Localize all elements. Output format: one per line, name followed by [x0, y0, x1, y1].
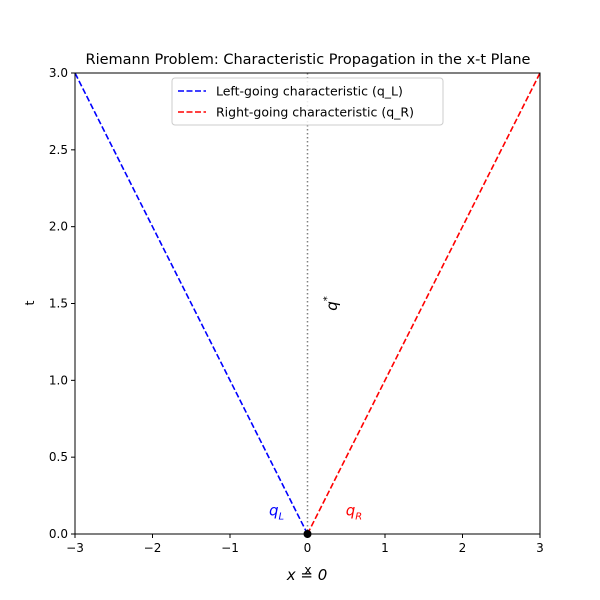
y-axis-label: t — [22, 300, 37, 305]
x-tick-label: −1 — [221, 541, 239, 555]
annotation-q-star: q* — [322, 296, 341, 311]
y-tick-label: 2.0 — [49, 220, 68, 234]
y-tick-label: 1.0 — [49, 373, 68, 387]
annotation-q-left: qL — [269, 502, 284, 523]
legend-entry-right: Right-going characteristic (q_R) — [216, 105, 414, 120]
y-tick-label: 2.5 — [49, 143, 68, 157]
x-tick-label: 2 — [459, 541, 467, 555]
series-line-left — [74, 72, 309, 535]
x-tick-label: −3 — [66, 541, 84, 555]
y-tick-label: 1.5 — [49, 297, 68, 311]
origin-position-label: x = 0 — [286, 566, 328, 584]
y-tick-label: 0.0 — [49, 527, 68, 541]
x-tick-label: −2 — [144, 541, 162, 555]
y-tick-label: 3.0 — [49, 66, 68, 80]
y-tick-label: 0.5 — [49, 450, 68, 464]
series-line-right — [306, 72, 541, 535]
x-tick-label: 1 — [381, 541, 389, 555]
legend-box — [171, 77, 444, 126]
annotation-q-right: qR — [346, 502, 362, 523]
chart-title: Riemann Problem: Characteristic Propagat… — [86, 52, 531, 68]
x-tick-label: 0 — [304, 541, 312, 555]
legend: Left-going characteristic (q_L) Right-goi… — [171, 77, 444, 126]
x-axis-label: x — [304, 562, 311, 577]
legend-entry-left: Left-going characteristic (q_L) — [216, 84, 403, 99]
plot-area: −3 −2 −1 0 1 2 3 0.0 0.5 1.0 1.5 2.0 2.5 3.0 qL qR q* Lef… — [49, 66, 544, 555]
x-tick-label: 3 — [536, 541, 544, 555]
